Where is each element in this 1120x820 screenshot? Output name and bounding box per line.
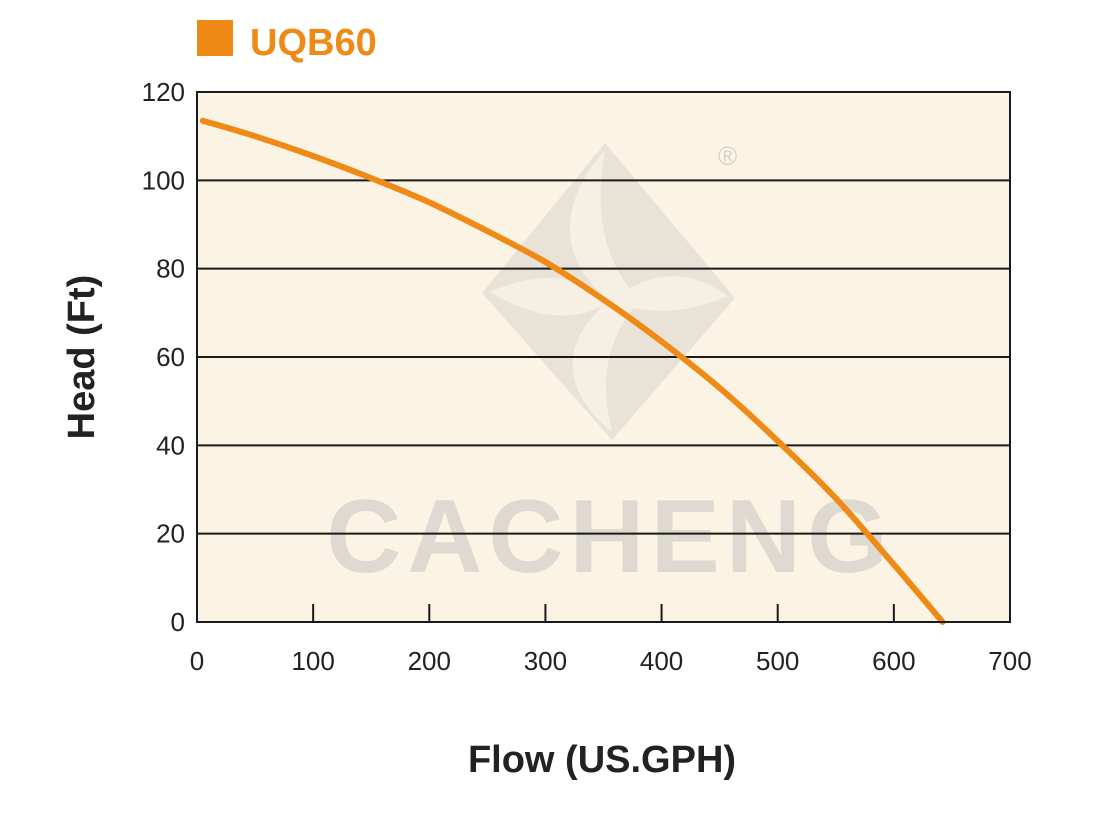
- x-axis-ticks: 0 100 200 300 400 500 600 700: [190, 604, 1032, 676]
- y-tick-label: 80: [156, 254, 185, 284]
- series-line-uqb60: [199, 117, 946, 625]
- watermark: ® CACHENG: [326, 141, 894, 595]
- x-tick-label: 0: [190, 646, 204, 676]
- grid-lines: [197, 179, 1010, 535]
- x-tick-label: 600: [872, 646, 915, 676]
- x-tick-label: 200: [408, 646, 451, 676]
- y-axis-ticks: 0 20 40 60 80 100 120: [142, 77, 185, 637]
- x-axis-title: Flow (US.GPH): [468, 739, 736, 781]
- y-tick-label: 40: [156, 430, 185, 460]
- x-tick-label: 700: [988, 646, 1031, 676]
- y-axis-title: Head (Ft): [61, 275, 103, 440]
- y-tick-label: 120: [142, 77, 185, 107]
- y-tick-label: 20: [156, 519, 185, 549]
- x-tick-label: 500: [756, 646, 799, 676]
- x-tick-label: 300: [524, 646, 567, 676]
- legend-swatch: [197, 20, 233, 56]
- legend: UQB60: [197, 20, 377, 64]
- x-tick-label: 100: [291, 646, 334, 676]
- y-tick-label: 60: [156, 342, 185, 372]
- plot-border: [196, 91, 1011, 623]
- watermark-text: CACHENG: [326, 479, 894, 595]
- watermark-registered-mark: ®: [718, 141, 737, 171]
- y-tick-label: 100: [142, 165, 185, 195]
- x-tick-label: 400: [640, 646, 683, 676]
- watermark-logo-icon: [482, 143, 735, 440]
- y-tick-label: 0: [171, 607, 185, 637]
- series-layer: [199, 117, 946, 625]
- legend-label: UQB60: [250, 22, 377, 64]
